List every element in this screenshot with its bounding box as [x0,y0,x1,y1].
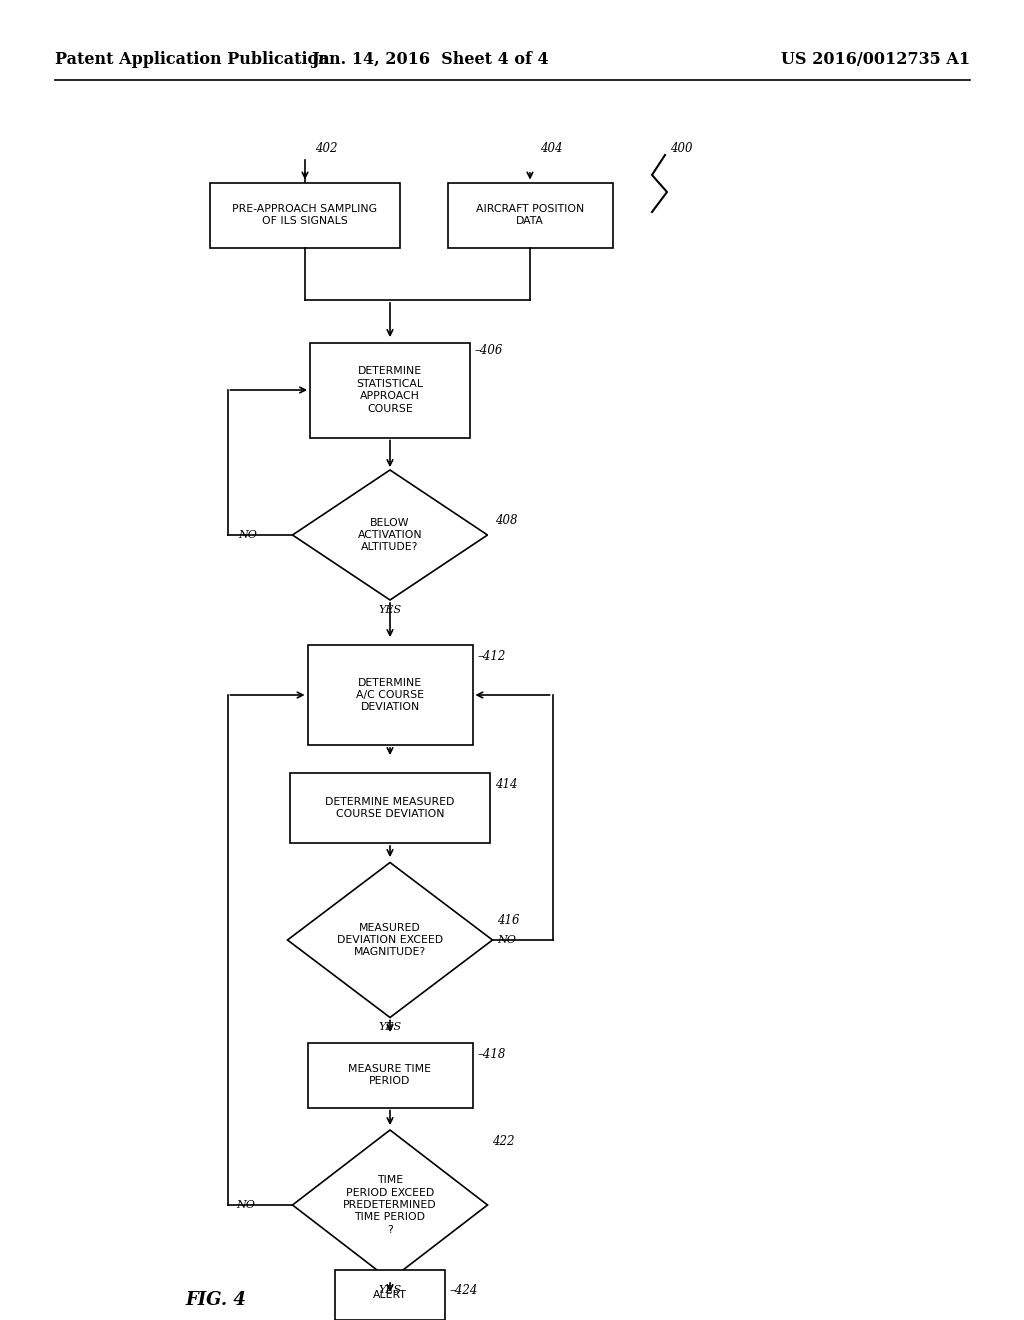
Bar [310,342,470,437]
Text: –424: –424 [450,1283,478,1296]
Text: DETERMINE
A/C COURSE
DEVIATION: DETERMINE A/C COURSE DEVIATION [356,677,424,713]
Bar [307,645,472,744]
Text: 402: 402 [315,141,338,154]
Text: 404: 404 [540,141,562,154]
Bar [307,1043,472,1107]
Text: US 2016/0012735 A1: US 2016/0012735 A1 [781,51,970,69]
Text: –412: –412 [477,649,506,663]
Text: MEASURED
DEVIATION EXCEED
MAGNITUDE?: MEASURED DEVIATION EXCEED MAGNITUDE? [337,923,443,957]
Text: 422: 422 [493,1135,515,1148]
Polygon shape [293,470,487,601]
Text: FIG. 4: FIG. 4 [185,1291,246,1309]
Bar [447,182,612,248]
Text: YES: YES [379,605,401,615]
Text: TIME
PERIOD EXCEED
PREDETERMINED
TIME PERIOD
?: TIME PERIOD EXCEED PREDETERMINED TIME PE… [343,1175,437,1234]
Bar [335,1270,445,1320]
Text: –418: –418 [477,1048,506,1060]
Text: NO: NO [498,935,516,945]
Text: ALERT: ALERT [373,1290,407,1300]
Polygon shape [288,862,493,1018]
Text: DETERMINE
STATISTICAL
APPROACH
COURSE: DETERMINE STATISTICAL APPROACH COURSE [356,367,424,413]
Text: Patent Application Publication: Patent Application Publication [55,51,330,69]
Bar [290,774,490,843]
Text: BELOW
ACTIVATION
ALTITUDE?: BELOW ACTIVATION ALTITUDE? [357,517,422,552]
Text: YES: YES [379,1023,401,1032]
Text: –406: –406 [475,345,504,356]
Text: 414: 414 [495,777,517,791]
Polygon shape [293,1130,487,1280]
Text: MEASURE TIME
PERIOD: MEASURE TIME PERIOD [348,1064,431,1086]
Text: 408: 408 [496,513,518,527]
Text: 416: 416 [498,913,520,927]
Text: 400: 400 [670,141,692,154]
Text: PRE-APPROACH SAMPLING
OF ILS SIGNALS: PRE-APPROACH SAMPLING OF ILS SIGNALS [232,203,378,226]
Text: Jan. 14, 2016  Sheet 4 of 4: Jan. 14, 2016 Sheet 4 of 4 [311,51,549,69]
Bar [210,182,400,248]
Text: AIRCRAFT POSITION
DATA: AIRCRAFT POSITION DATA [476,203,584,226]
Text: YES: YES [379,1284,401,1295]
Text: NO: NO [237,1200,256,1210]
Text: DETERMINE MEASURED
COURSE DEVIATION: DETERMINE MEASURED COURSE DEVIATION [326,797,455,820]
Text: NO: NO [239,531,257,540]
